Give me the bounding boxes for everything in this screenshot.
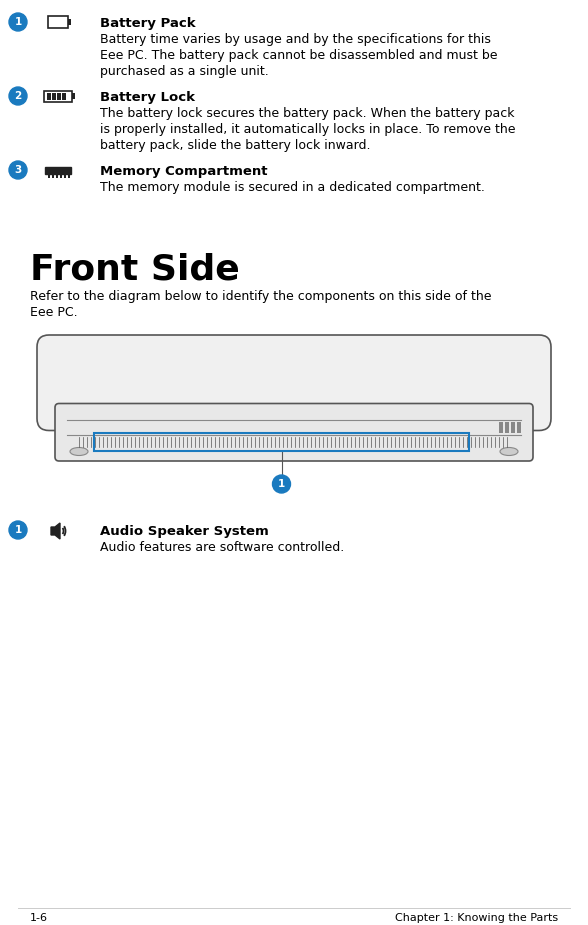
Bar [48,174,50,178]
Circle shape [272,475,290,493]
Circle shape [9,521,27,539]
Text: 1: 1 [14,525,22,535]
Text: 1: 1 [14,17,22,27]
Bar [505,422,509,433]
Polygon shape [51,523,60,539]
Circle shape [9,87,27,105]
Bar [511,422,515,433]
Bar [499,422,503,433]
Bar [52,92,55,100]
Bar [56,174,58,178]
FancyBboxPatch shape [37,335,551,430]
Bar [52,174,54,178]
Text: Eee PC.: Eee PC. [30,306,78,319]
Text: is properly installed, it automatically locks in place. To remove the: is properly installed, it automatically … [100,123,516,136]
Bar [72,93,75,99]
Text: Eee PC. The battery pack cannot be disassembled and must be: Eee PC. The battery pack cannot be disas… [100,49,497,62]
Text: Audio features are software controlled.: Audio features are software controlled. [100,541,344,554]
Circle shape [9,161,27,179]
Text: 3: 3 [14,165,22,175]
Text: Battery Pack: Battery Pack [100,17,196,30]
Text: Audio Speaker System: Audio Speaker System [100,525,269,538]
Text: The memory module is secured in a dedicated compartment.: The memory module is secured in a dedica… [100,181,485,194]
Bar [68,174,70,178]
Text: Battery time varies by usage and by the specifications for this: Battery time varies by usage and by the … [100,33,491,46]
Bar [60,174,62,178]
Text: battery pack, slide the battery lock inward.: battery pack, slide the battery lock inw… [100,139,370,152]
Text: The battery lock secures the battery pack. When the battery pack: The battery lock secures the battery pac… [100,107,514,120]
Text: 1-6: 1-6 [30,913,48,923]
Text: Chapter 1: Knowing the Parts: Chapter 1: Knowing the Parts [395,913,558,923]
Ellipse shape [70,448,88,455]
Text: purchased as a single unit.: purchased as a single unit. [100,65,269,78]
FancyBboxPatch shape [55,403,533,461]
Bar [94,433,469,451]
Bar [45,167,71,174]
Bar [64,174,66,178]
Text: 2: 2 [14,91,22,101]
Bar [517,422,521,433]
Bar [68,19,71,25]
Circle shape [9,13,27,31]
Bar [48,16,68,28]
Bar [62,92,65,100]
Text: Battery Lock: Battery Lock [100,91,195,104]
Bar [44,91,72,102]
Text: Refer to the diagram below to identify the components on this side of the: Refer to the diagram below to identify t… [30,290,492,303]
Text: Memory Compartment: Memory Compartment [100,165,268,178]
Ellipse shape [500,448,518,455]
Text: 1: 1 [278,479,285,489]
Text: Front Side: Front Side [30,252,240,286]
Bar [57,92,61,100]
Bar [47,92,51,100]
